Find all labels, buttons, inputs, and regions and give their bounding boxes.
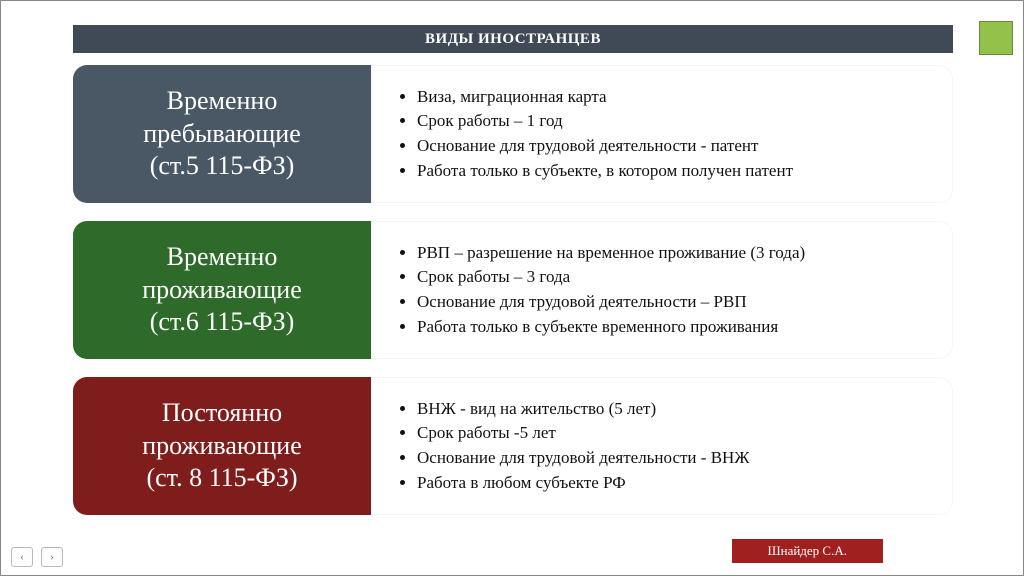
detail-item: Работа только в субъекте временного прож… bbox=[417, 315, 935, 340]
detail-item: РВП – разрешение на временное проживание… bbox=[417, 241, 935, 266]
page-title: ВИДЫ ИНОСТРАНЦЕВ bbox=[425, 31, 601, 48]
next-slide-button[interactable]: › bbox=[41, 547, 63, 567]
detail-item: Срок работы – 3 года bbox=[417, 265, 935, 290]
category-details: Виза, миграционная карта Срок работы – 1… bbox=[371, 65, 953, 203]
category-rows: Временно пребывающие (ст.5 115-ФЗ) Виза,… bbox=[73, 65, 953, 515]
detail-item: Срок работы – 1 год bbox=[417, 109, 935, 134]
chevron-right-icon: › bbox=[50, 551, 54, 563]
card-line: Постоянно bbox=[162, 397, 282, 430]
card-line: Временно bbox=[167, 241, 278, 274]
author-name: Шнайдер С.А. bbox=[768, 543, 848, 559]
detail-item: Работа только в субъекте, в котором полу… bbox=[417, 159, 935, 184]
category-card-permanent-residence: Постоянно проживающие (ст. 8 115-ФЗ) bbox=[73, 377, 371, 515]
detail-item: Работа в любом субъекте РФ bbox=[417, 471, 935, 496]
category-details: РВП – разрешение на временное проживание… bbox=[371, 221, 953, 359]
card-line: проживающие bbox=[142, 430, 302, 463]
title-bar: ВИДЫ ИНОСТРАНЦЕВ bbox=[73, 25, 953, 53]
card-line: (ст.6 115-ФЗ) bbox=[150, 306, 295, 339]
slide-nav: ‹ › bbox=[11, 547, 63, 567]
detail-item: Срок работы -5 лет bbox=[417, 421, 935, 446]
detail-item: ВНЖ - вид на жительство (5 лет) bbox=[417, 397, 935, 422]
detail-item: Виза, миграционная карта bbox=[417, 85, 935, 110]
chevron-left-icon: ‹ bbox=[20, 551, 24, 563]
card-line: Временно bbox=[167, 85, 278, 118]
detail-item: Основание для трудовой деятельности - па… bbox=[417, 134, 935, 159]
card-line: (ст. 8 115-ФЗ) bbox=[146, 462, 297, 495]
detail-item: Основание для трудовой деятельности - ВН… bbox=[417, 446, 935, 471]
category-row: Временно проживающие (ст.6 115-ФЗ) РВП –… bbox=[73, 221, 953, 359]
author-badge: Шнайдер С.А. bbox=[732, 539, 884, 563]
card-line: (ст.5 115-ФЗ) bbox=[150, 150, 295, 183]
prev-slide-button[interactable]: ‹ bbox=[11, 547, 33, 567]
category-card-temporary-stay: Временно пребывающие (ст.5 115-ФЗ) bbox=[73, 65, 371, 203]
category-details: ВНЖ - вид на жительство (5 лет) Срок раб… bbox=[371, 377, 953, 515]
category-row: Временно пребывающие (ст.5 115-ФЗ) Виза,… bbox=[73, 65, 953, 203]
category-row: Постоянно проживающие (ст. 8 115-ФЗ) ВНЖ… bbox=[73, 377, 953, 515]
card-line: проживающие bbox=[142, 274, 302, 307]
accent-square bbox=[979, 21, 1013, 55]
card-line: пребывающие bbox=[143, 118, 301, 151]
detail-item: Основание для трудовой деятельности – РВ… bbox=[417, 290, 935, 315]
category-card-temporary-residence: Временно проживающие (ст.6 115-ФЗ) bbox=[73, 221, 371, 359]
